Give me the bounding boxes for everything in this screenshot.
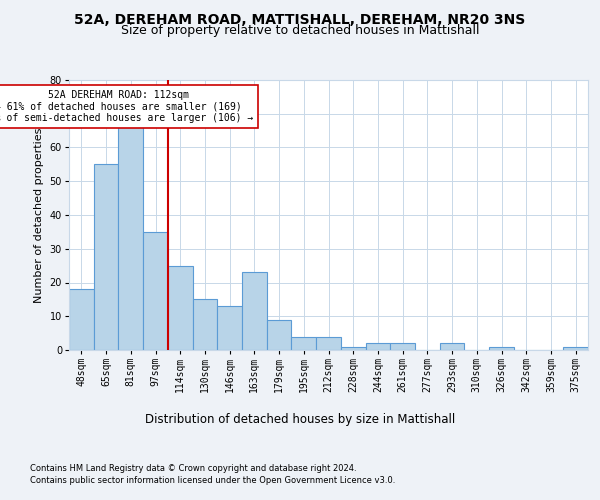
Bar (563, 346, 588, 350)
Bar (440, 343, 464, 350)
Text: 52A DEREHAM ROAD: 112sqm
← 61% of detached houses are smaller (169)
38% of semi-: 52A DEREHAM ROAD: 112sqm ← 61% of detach… (0, 90, 254, 124)
Bar (292, 336, 316, 350)
Bar (316, 336, 341, 350)
Bar (168, 266, 193, 350)
Bar (143, 232, 168, 350)
Text: Distribution of detached houses by size in Mattishall: Distribution of detached houses by size … (145, 412, 455, 426)
Text: Contains public sector information licensed under the Open Government Licence v3: Contains public sector information licen… (30, 476, 395, 485)
Bar (193, 300, 217, 350)
Bar (118, 124, 143, 350)
Text: 52A, DEREHAM ROAD, MATTISHALL, DEREHAM, NR20 3NS: 52A, DEREHAM ROAD, MATTISHALL, DEREHAM, … (74, 12, 526, 26)
Bar (69, 289, 94, 350)
Bar (489, 346, 514, 350)
Y-axis label: Number of detached properties: Number of detached properties (34, 128, 44, 302)
Bar (365, 343, 390, 350)
Text: Size of property relative to detached houses in Mattishall: Size of property relative to detached ho… (121, 24, 479, 37)
Bar (267, 320, 292, 350)
Bar (242, 272, 267, 350)
Text: Contains HM Land Registry data © Crown copyright and database right 2024.: Contains HM Land Registry data © Crown c… (30, 464, 356, 473)
Bar (217, 306, 242, 350)
Bar (341, 346, 365, 350)
Bar (94, 164, 118, 350)
Bar (390, 343, 415, 350)
